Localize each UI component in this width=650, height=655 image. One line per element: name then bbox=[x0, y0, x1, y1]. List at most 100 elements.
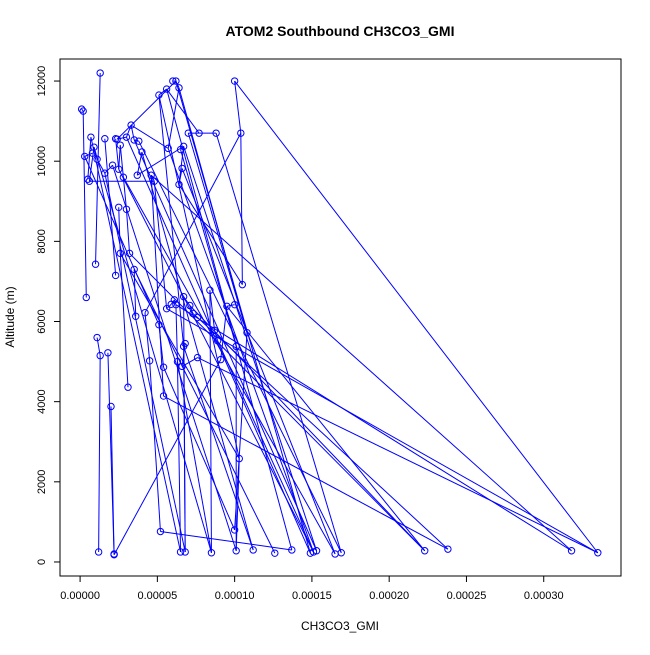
series-line-segment bbox=[176, 361, 182, 552]
series-line-segment bbox=[118, 168, 314, 553]
data-point bbox=[93, 155, 101, 163]
data-point bbox=[133, 171, 141, 179]
data-point bbox=[421, 547, 429, 555]
data-point bbox=[90, 143, 98, 151]
data-point bbox=[155, 91, 163, 99]
data-point bbox=[130, 136, 138, 144]
series-line-segment bbox=[98, 355, 101, 552]
series-line-segment bbox=[141, 151, 254, 551]
data-point bbox=[87, 133, 95, 141]
series-line-segment bbox=[183, 346, 254, 551]
data-point bbox=[179, 292, 188, 301]
data-point bbox=[230, 526, 239, 534]
data-point bbox=[85, 177, 94, 185]
data-point bbox=[81, 152, 89, 161]
data-point bbox=[101, 169, 109, 177]
series-line-segment bbox=[234, 80, 242, 134]
data-point bbox=[243, 329, 251, 337]
data-point bbox=[96, 69, 104, 77]
data-point bbox=[172, 300, 180, 309]
y-tick-label: 0 bbox=[36, 559, 48, 565]
data-point bbox=[189, 309, 197, 318]
data-point bbox=[444, 545, 452, 553]
series-line-segment bbox=[134, 139, 139, 142]
data-point bbox=[170, 296, 179, 304]
data-point bbox=[159, 363, 168, 371]
series-line-segment bbox=[158, 88, 167, 96]
data-point bbox=[181, 339, 189, 348]
series-line-segment bbox=[209, 290, 216, 331]
data-point bbox=[238, 280, 247, 289]
series-line-segment bbox=[104, 164, 113, 174]
data-point bbox=[176, 548, 185, 556]
data-point bbox=[312, 547, 321, 555]
series-line-segment bbox=[125, 124, 132, 138]
series-line-segment bbox=[137, 145, 184, 176]
series-line-segment bbox=[150, 175, 165, 397]
data-point bbox=[111, 271, 120, 280]
x-tick-label: 0.00025 bbox=[447, 590, 487, 602]
data-point bbox=[79, 107, 87, 115]
data-point bbox=[119, 173, 128, 181]
data-point bbox=[212, 129, 220, 137]
series-line-segment bbox=[133, 139, 318, 551]
data-point bbox=[567, 547, 576, 555]
series-line-segment bbox=[144, 132, 242, 313]
series-line-segment bbox=[176, 361, 212, 553]
series-line-segment bbox=[125, 136, 311, 554]
series-line-segment bbox=[110, 406, 115, 555]
series-line-segment bbox=[197, 317, 449, 550]
data-point bbox=[173, 357, 182, 366]
x-tick-label: 0.00020 bbox=[369, 590, 409, 602]
data-point bbox=[232, 342, 240, 351]
x-axis: 0.00000 0.00005 0.00010 0.00015 0.00020 0.000… bbox=[60, 575, 564, 602]
series-line-segment bbox=[217, 340, 314, 553]
series-line-segment bbox=[215, 133, 342, 553]
series-line-segment bbox=[119, 253, 129, 388]
series-line-segment bbox=[197, 357, 599, 554]
data-point bbox=[213, 337, 222, 345]
data-point bbox=[217, 355, 225, 364]
series-line-segment bbox=[130, 125, 135, 141]
y-tick-label: 8000 bbox=[36, 229, 48, 253]
series-line-segment bbox=[82, 111, 87, 298]
series-line-segment bbox=[150, 174, 572, 552]
series-line-segment bbox=[104, 138, 117, 276]
y-tick-label: 12000 bbox=[36, 66, 48, 97]
data-point bbox=[172, 77, 180, 85]
data-point bbox=[110, 551, 118, 559]
series-line-segment bbox=[178, 87, 248, 333]
data-point bbox=[237, 129, 245, 137]
data-point bbox=[138, 148, 146, 156]
series-line-segment bbox=[226, 304, 235, 307]
series-line-segment bbox=[90, 137, 182, 553]
series-line-segment bbox=[178, 168, 183, 185]
data-point bbox=[181, 548, 189, 556]
data-point bbox=[108, 161, 117, 169]
data-point bbox=[230, 300, 239, 309]
data-point bbox=[207, 549, 216, 557]
chart-title: ATOM2 Southbound CH3CO3_GMI bbox=[226, 23, 455, 39]
series-line-segment bbox=[183, 296, 186, 552]
data-point bbox=[193, 353, 202, 362]
y-tick-label: 2000 bbox=[36, 470, 48, 494]
series-line-segment bbox=[113, 359, 222, 555]
data-point bbox=[124, 383, 132, 391]
data-point bbox=[156, 527, 165, 536]
series-line-segment bbox=[119, 253, 240, 459]
series-line-segment bbox=[84, 156, 160, 325]
data-point bbox=[206, 286, 214, 294]
series-line-segment bbox=[118, 145, 121, 170]
series-line-segment bbox=[88, 147, 95, 182]
series-line-segment bbox=[167, 87, 180, 149]
series-line-segment bbox=[81, 108, 84, 112]
series-line-segment bbox=[104, 173, 186, 553]
y-tick-label: 4000 bbox=[36, 389, 48, 413]
data-point bbox=[145, 357, 154, 365]
y-tick-label: 10000 bbox=[36, 146, 48, 177]
data-point bbox=[594, 549, 602, 557]
data-point bbox=[122, 133, 131, 141]
data-point bbox=[249, 546, 257, 554]
